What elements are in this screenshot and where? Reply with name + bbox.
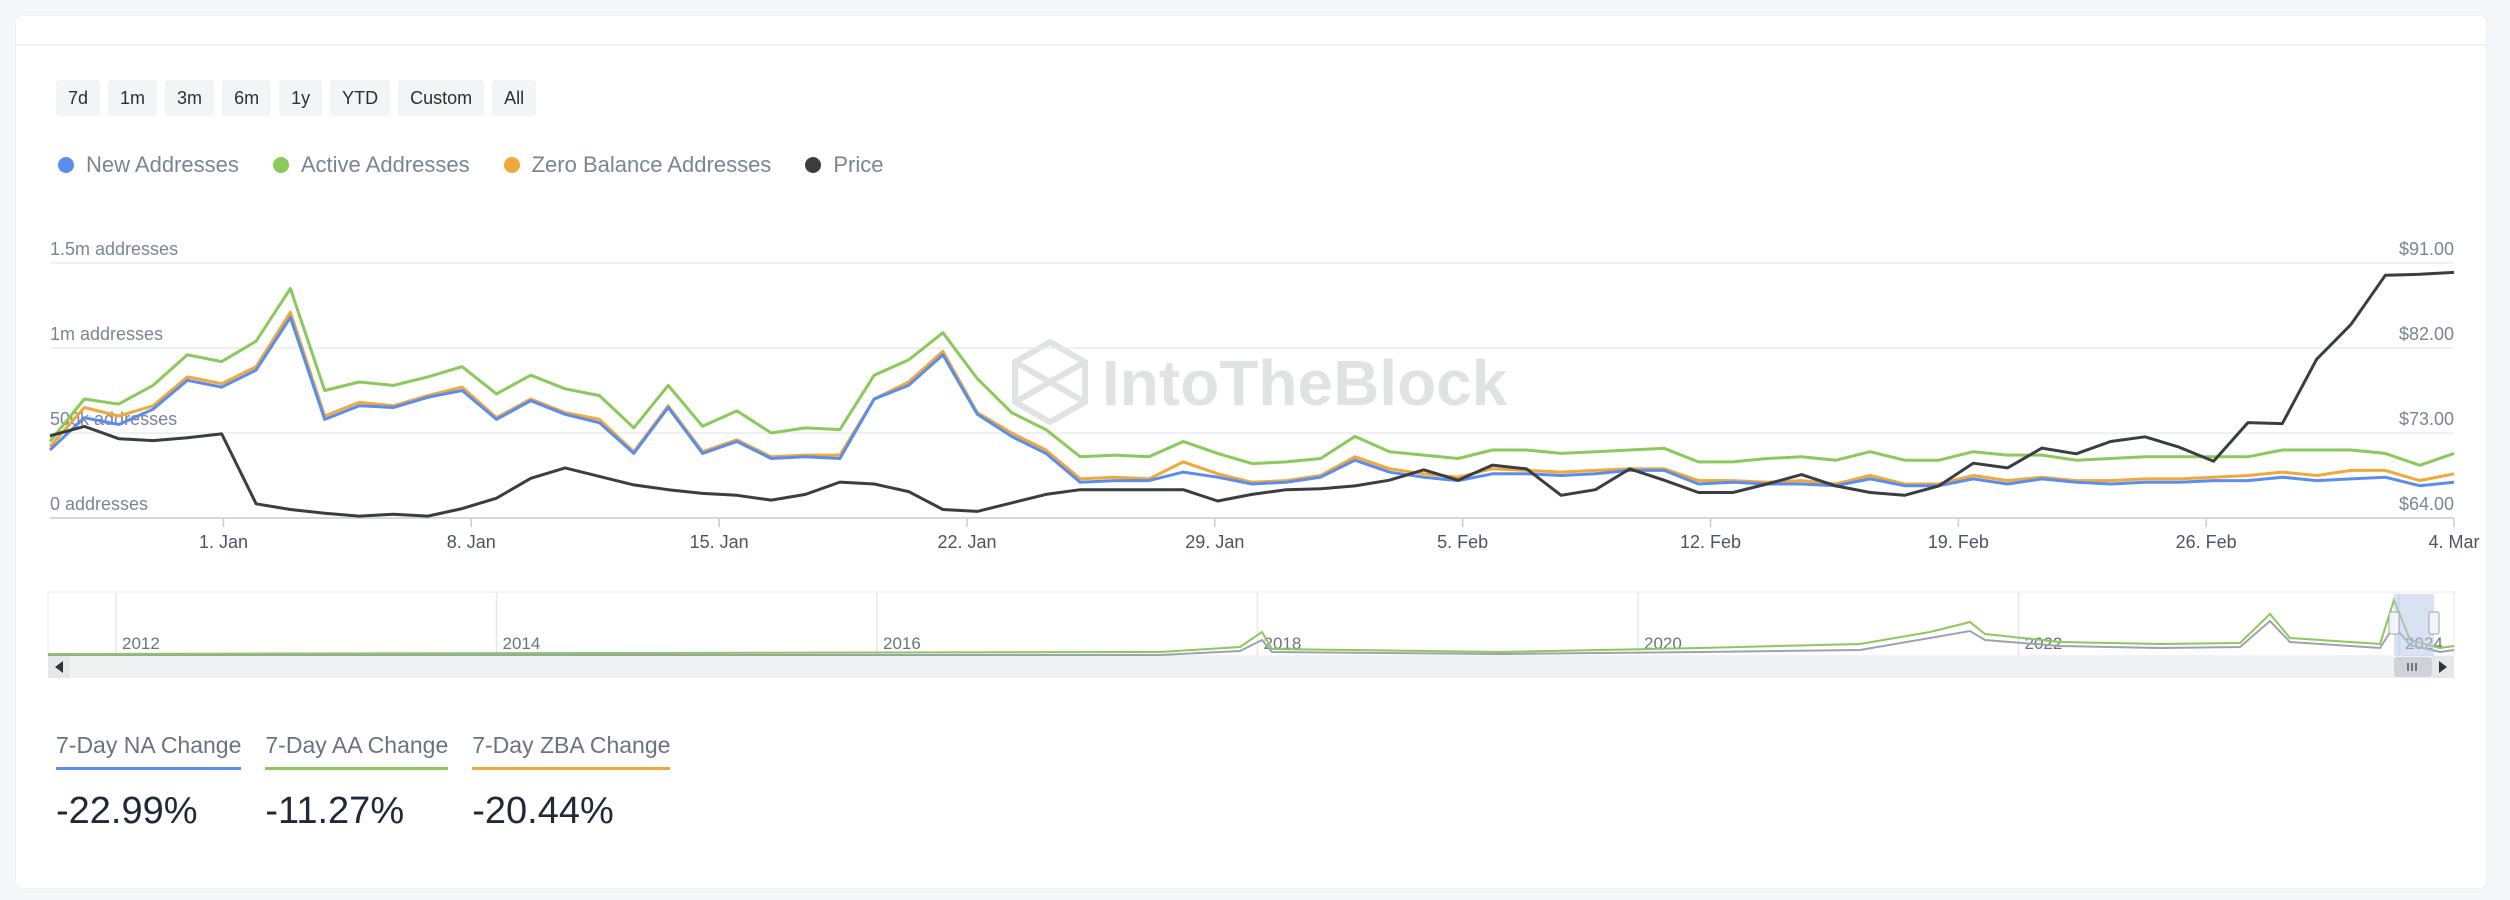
legend-item-zero-balance-addresses[interactable]: Zero Balance Addresses	[503, 152, 772, 178]
y-left-tick-label: 0 addresses	[50, 494, 148, 514]
navigator-year-label: 2012	[122, 634, 160, 653]
x-tick-label: 19. Feb	[1928, 532, 1989, 552]
watermark: IntoTheBlock	[1012, 338, 1508, 426]
navigator-handle-left[interactable]	[2388, 611, 2400, 635]
series-group	[48, 270, 2455, 518]
range-6m-button[interactable]: 6m	[222, 80, 272, 116]
range-1y-button[interactable]: 1y	[279, 80, 323, 116]
legend-item-price[interactable]: Price	[805, 152, 883, 178]
range-ytd-button[interactable]: YTD	[330, 80, 391, 116]
y-left-tick-label: 1m addresses	[50, 324, 163, 344]
y-right-tick-label: $64.00	[2399, 494, 2454, 514]
range-custom-button[interactable]: Custom	[398, 80, 485, 116]
range-selector: 7d 1m 3m 6m 1y YTD Custom All	[56, 80, 537, 116]
range-7d-button[interactable]: 7d	[56, 80, 101, 116]
stat-value: -20.44%	[472, 790, 614, 832]
range-3m-button[interactable]: 3m	[165, 80, 215, 116]
chart-legend: New Addresses Active Addresses Zero Bala…	[58, 152, 883, 178]
legend-dot-price-icon	[805, 157, 822, 173]
navigator[interactable]: 2012201420162018202020222024	[47, 591, 2455, 678]
stat-zba-change: 7-Day ZBA Change -20.44%	[472, 732, 671, 833]
grid-lines	[50, 262, 2454, 519]
navigator-year-label: 2014	[503, 634, 541, 653]
scrollbar-track[interactable]	[48, 656, 2454, 678]
legend-label: Zero Balance Addresses	[531, 152, 772, 177]
series-line-new-addresses[interactable]	[48, 315, 2455, 488]
y-right-tick-label: $73.00	[2399, 409, 2454, 429]
stat-value: -22.99%	[56, 790, 198, 832]
x-tick-label: 22. Jan	[937, 532, 996, 552]
series-line-price[interactable]	[49, 270, 2455, 518]
navigator-year-label: 2016	[883, 634, 921, 653]
stat-value: -11.27%	[265, 790, 405, 832]
stats-row: 7-Day NA Change -22.99% 7-Day AA Change …	[56, 732, 671, 833]
stat-label: 7-Day NA Change	[56, 732, 242, 770]
x-tick-label: 5. Feb	[1437, 532, 1488, 552]
legend-label: Price	[833, 152, 884, 177]
x-tick-label: 4. Mar	[2428, 532, 2479, 552]
watermark-text: IntoTheBlock	[1102, 347, 1508, 419]
stat-label: 7-Day ZBA Change	[472, 732, 671, 770]
x-tick-label: 12. Feb	[1680, 532, 1741, 552]
series-line-zero-balance-addresses[interactable]	[48, 310, 2455, 486]
legend-item-new-addresses[interactable]: New Addresses	[58, 152, 239, 178]
legend-label: New Addresses	[86, 152, 239, 177]
card-divider	[16, 44, 2486, 46]
y-axis-right: $64.00 $73.00 $82.00 $91.00	[2399, 239, 2454, 514]
scrollbar-thumb[interactable]	[2394, 657, 2432, 677]
x-tick-label: 15. Jan	[690, 532, 749, 552]
legend-dot-active-icon	[272, 157, 289, 173]
navigator-year-label: 2020	[1644, 634, 1682, 653]
x-tick-label: 29. Jan	[1185, 532, 1244, 552]
navigator-selection[interactable]	[2394, 594, 2434, 656]
scroll-grip-icon	[2407, 663, 2417, 671]
x-tick-label: 1. Jan	[199, 532, 248, 552]
navigator-handle-right[interactable]	[2428, 611, 2440, 635]
range-1m-button[interactable]: 1m	[108, 80, 158, 116]
legend-label: Active Addresses	[300, 152, 470, 177]
range-all-button[interactable]: All	[492, 80, 537, 116]
legend-item-active-addresses[interactable]: Active Addresses	[272, 152, 470, 178]
y-right-tick-label: $91.00	[2399, 239, 2454, 259]
stat-na-change: 7-Day NA Change -22.99%	[56, 732, 242, 833]
legend-dot-new-icon	[58, 157, 74, 173]
legend-dot-zero-icon	[503, 157, 520, 173]
x-axis: 1. Jan 8. Jan 15. Jan 22. Jan 29. Jan 5. Feb 1…	[199, 518, 2480, 552]
x-tick-label: 26. Feb	[2176, 532, 2237, 552]
y-left-tick-label: 1.5m addresses	[50, 239, 178, 259]
stat-label: 7-Day AA Change	[265, 732, 449, 770]
x-tick-label: 8. Jan	[447, 532, 496, 552]
scroll-right-arrow-icon	[2439, 661, 2447, 673]
y-right-tick-label: $82.00	[2399, 324, 2454, 344]
watermark-logo-icon	[1012, 338, 1088, 426]
stat-aa-change: 7-Day AA Change -11.27%	[265, 732, 449, 833]
scroll-left-arrow-icon	[55, 661, 63, 673]
series-line-active-addresses[interactable]	[48, 287, 2455, 467]
